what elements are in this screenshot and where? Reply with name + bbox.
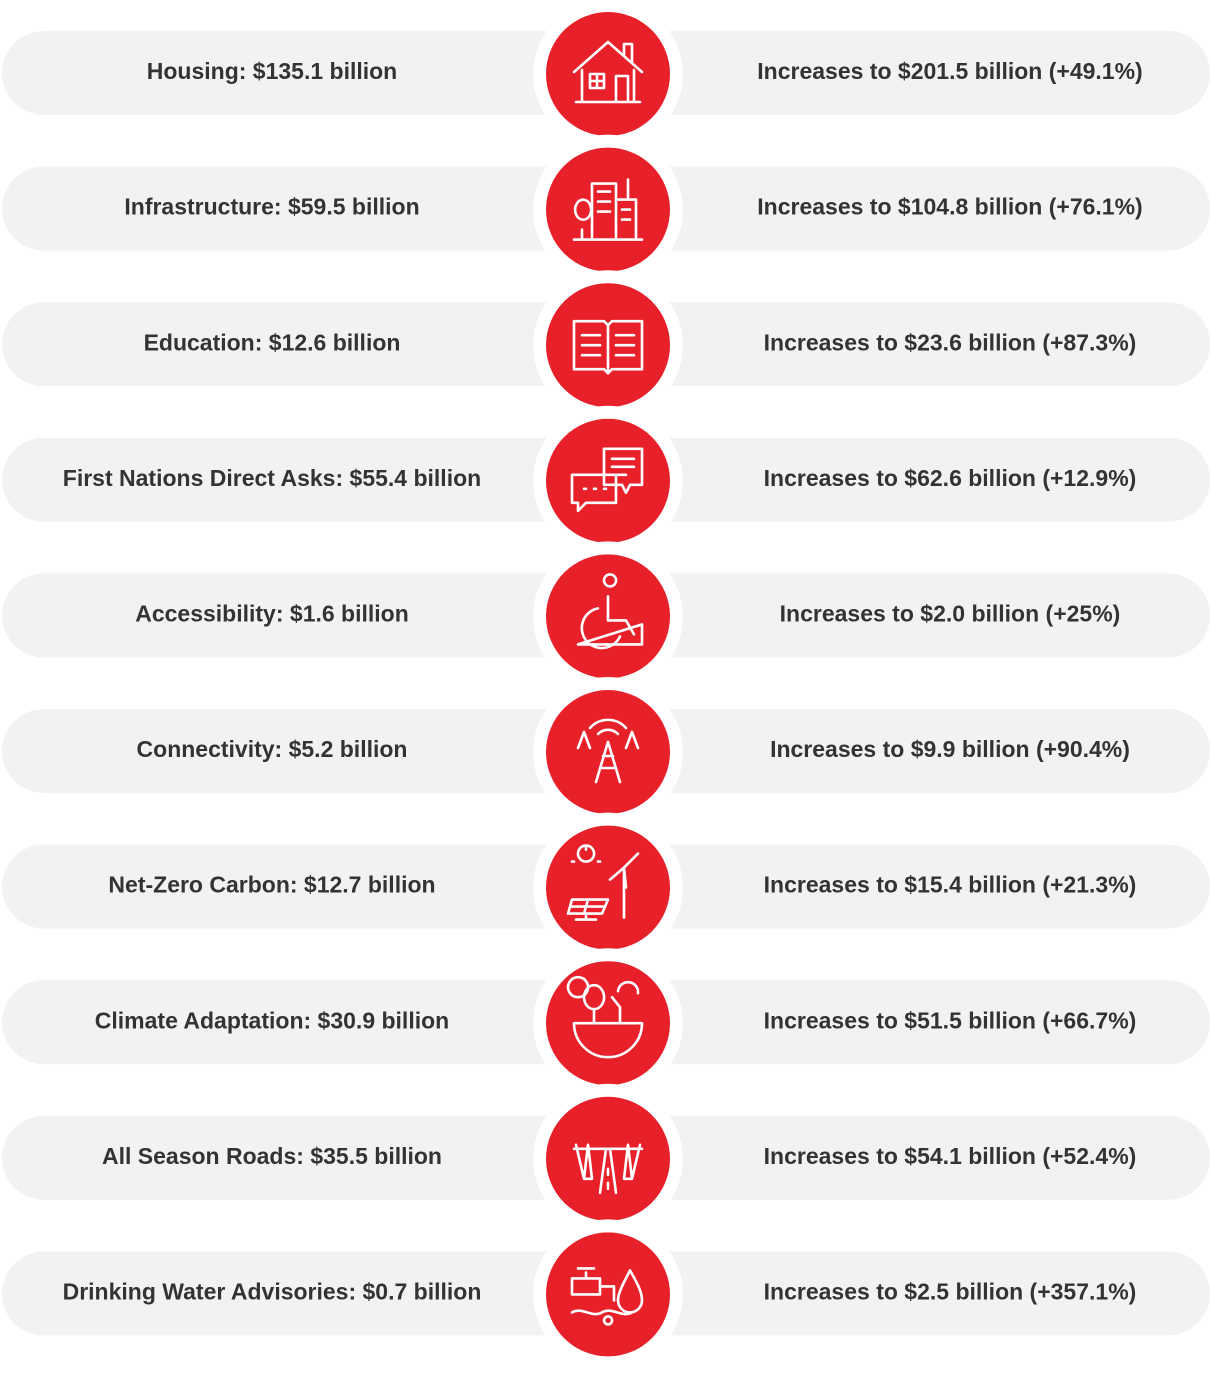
icon-circle <box>546 690 670 814</box>
right-pill <box>614 980 1210 1065</box>
row: Housing: $135.1 billion Increases to $201… <box>2 0 1210 149</box>
icon-circle <box>546 12 670 136</box>
left-pill <box>2 709 602 793</box>
right-label: Increases to $51.5 billion (+66.7%) <box>764 1007 1137 1033</box>
icon <box>566 975 644 1059</box>
left-pill <box>2 1115 602 1200</box>
right-pill <box>614 709 1210 793</box>
left-label: Connectivity: $5.2 billion <box>137 736 408 762</box>
right-pill <box>614 166 1210 251</box>
icon <box>576 718 640 784</box>
row: Drinking Water Advisories: $0.7 billion I… <box>2 1219 1210 1370</box>
left-pill <box>2 31 602 115</box>
left-label: Net-Zero Carbon: $12.7 billion <box>108 872 435 898</box>
row: Accessibility: $1.6 billion Increases to … <box>2 541 1210 692</box>
row: All Season Roads: $35.5 billion Increases… <box>2 1083 1210 1234</box>
left-label: Accessibility: $1.6 billion <box>135 600 409 626</box>
right-pill <box>614 844 1210 929</box>
icon-circle <box>546 147 670 272</box>
left-pill <box>2 302 602 387</box>
left-label: Education: $12.6 billion <box>144 329 401 355</box>
icon <box>572 178 644 241</box>
icon-circle <box>546 825 670 950</box>
row: Connectivity: $5.2 billion Increases to $… <box>2 677 1210 827</box>
left-pill <box>2 573 602 658</box>
left-label: First Nations Direct Asks: $55.4 billion <box>63 465 481 491</box>
icon <box>572 319 644 375</box>
left-label: All Season Roads: $35.5 billion <box>102 1143 442 1169</box>
row: Infrastructure: $59.5 billion Increases t… <box>2 134 1210 285</box>
icon-circle <box>546 1232 670 1357</box>
row: Education: $12.6 billion Increases to $23… <box>2 270 1210 421</box>
left-label: Infrastructure: $59.5 billion <box>124 194 419 220</box>
row: First Nations Direct Asks: $55.4 billion… <box>2 405 1210 556</box>
right-label: Increases to $15.4 billion (+21.3%) <box>764 872 1137 898</box>
left-pill <box>2 844 602 929</box>
right-pill <box>614 31 1210 115</box>
right-pill <box>614 437 1210 522</box>
right-pill <box>614 1115 1210 1200</box>
icon <box>570 447 644 513</box>
left-pill <box>2 437 602 522</box>
right-pill <box>614 573 1210 658</box>
icon-circle <box>546 1096 670 1221</box>
icon <box>576 573 644 650</box>
left-pill <box>2 980 602 1065</box>
icon <box>572 40 644 104</box>
left-label: Climate Adaptation: $30.9 billion <box>95 1007 449 1033</box>
right-label: Increases to $62.6 billion (+12.9%) <box>764 465 1137 491</box>
row: Climate Adaptation: $30.9 billion Increas… <box>2 948 1210 1099</box>
left-label: Housing: $135.1 billion <box>147 58 397 84</box>
icon <box>570 1267 644 1326</box>
right-label: Increases to $104.8 billion (+76.1%) <box>757 194 1142 220</box>
icon <box>566 844 640 921</box>
right-label: Increases to $9.9 billion (+90.4%) <box>770 736 1130 762</box>
icon <box>572 1143 644 1195</box>
row: Net-Zero Carbon: $12.7 billion Increases … <box>2 812 1210 963</box>
right-label: Increases to $2.0 billion (+25%) <box>780 600 1121 626</box>
icon-circle <box>546 418 670 543</box>
left-label: Drinking Water Advisories: $0.7 billion <box>63 1278 482 1304</box>
left-pill <box>2 166 602 251</box>
right-label: Increases to $54.1 billion (+52.4%) <box>764 1143 1137 1169</box>
right-label: Increases to $23.6 billion (+87.3%) <box>764 329 1137 355</box>
right-label: Increases to $201.5 billion (+49.1%) <box>757 58 1142 84</box>
right-pill <box>614 1251 1210 1336</box>
left-pill <box>2 1251 602 1336</box>
right-pill <box>614 302 1210 387</box>
right-label: Increases to $2.5 billion (+357.1%) <box>764 1278 1137 1304</box>
